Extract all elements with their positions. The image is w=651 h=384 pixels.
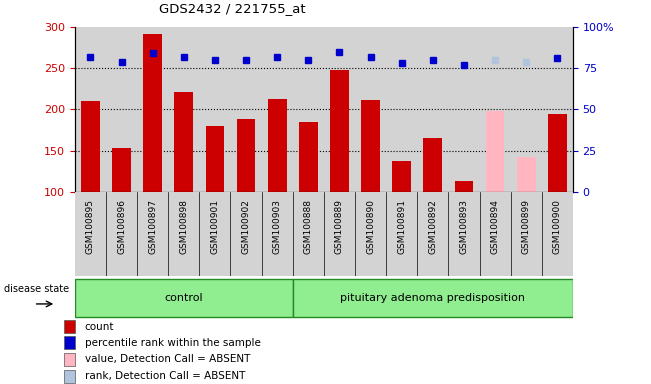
Bar xyxy=(64,370,76,383)
Text: rank, Detection Call = ABSENT: rank, Detection Call = ABSENT xyxy=(85,371,245,381)
Text: GSM100899: GSM100899 xyxy=(521,199,531,254)
Bar xyxy=(393,161,411,192)
Text: GSM100897: GSM100897 xyxy=(148,199,157,254)
Bar xyxy=(486,111,505,192)
Text: GSM100892: GSM100892 xyxy=(428,199,437,254)
Bar xyxy=(330,70,349,192)
Text: count: count xyxy=(85,321,115,331)
Bar xyxy=(75,279,293,316)
Bar xyxy=(64,336,76,349)
Text: GSM100889: GSM100889 xyxy=(335,199,344,254)
Bar xyxy=(206,126,224,192)
Bar xyxy=(517,157,536,192)
Bar xyxy=(112,148,131,192)
Text: pituitary adenoma predisposition: pituitary adenoma predisposition xyxy=(340,293,525,303)
Text: GSM100891: GSM100891 xyxy=(397,199,406,254)
Bar xyxy=(64,320,76,333)
Text: GSM100902: GSM100902 xyxy=(242,199,251,254)
Bar xyxy=(174,92,193,192)
Bar xyxy=(299,122,318,192)
Bar xyxy=(64,353,76,366)
Bar xyxy=(268,99,286,192)
Text: value, Detection Call = ABSENT: value, Detection Call = ABSENT xyxy=(85,354,250,364)
Bar xyxy=(361,100,380,192)
Text: GSM100900: GSM100900 xyxy=(553,199,562,254)
Bar xyxy=(81,101,100,192)
Text: control: control xyxy=(165,293,203,303)
Text: GSM100894: GSM100894 xyxy=(491,199,499,254)
Text: GSM100895: GSM100895 xyxy=(86,199,95,254)
Text: GSM100898: GSM100898 xyxy=(179,199,188,254)
Bar xyxy=(293,279,573,316)
Bar xyxy=(237,119,255,192)
Bar xyxy=(548,114,566,192)
Text: percentile rank within the sample: percentile rank within the sample xyxy=(85,338,260,348)
Text: GSM100901: GSM100901 xyxy=(210,199,219,254)
Text: GSM100893: GSM100893 xyxy=(460,199,469,254)
Text: GSM100896: GSM100896 xyxy=(117,199,126,254)
Bar xyxy=(454,181,473,192)
Text: GSM100890: GSM100890 xyxy=(366,199,375,254)
Text: disease state: disease state xyxy=(4,284,69,294)
Text: GDS2432 / 221755_at: GDS2432 / 221755_at xyxy=(159,2,306,15)
Text: GSM100888: GSM100888 xyxy=(304,199,313,254)
Bar xyxy=(423,138,442,192)
Bar xyxy=(143,34,162,192)
Text: GSM100903: GSM100903 xyxy=(273,199,282,254)
